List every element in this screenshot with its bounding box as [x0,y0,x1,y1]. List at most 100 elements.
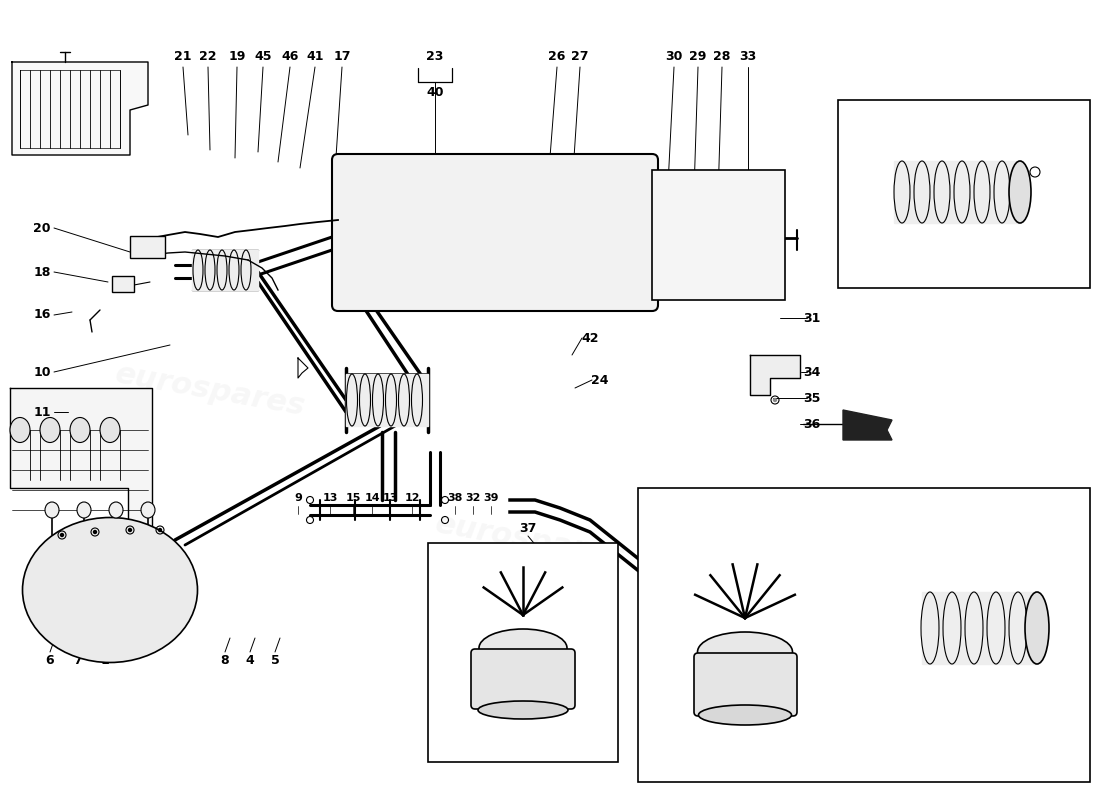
Text: 39: 39 [483,493,498,503]
Text: 45: 45 [254,50,272,63]
Text: 22: 22 [199,50,217,63]
Text: 10: 10 [33,366,51,378]
Text: 16: 16 [33,309,51,322]
Text: 1: 1 [100,654,109,666]
Text: 5: 5 [271,654,279,666]
Text: 32: 32 [465,493,481,503]
Bar [638,488,1090,782]
Bar [130,236,165,258]
Ellipse shape [70,418,90,442]
Text: 26: 26 [548,50,565,63]
Text: 38: 38 [448,493,463,503]
Ellipse shape [22,518,198,662]
Text: 36: 36 [803,418,821,430]
Text: 11: 11 [33,406,51,418]
Text: 5: 5 [724,491,733,505]
Circle shape [158,529,162,531]
Text: 7: 7 [74,654,82,666]
Text: 34: 34 [803,366,821,378]
Text: 4: 4 [698,491,707,505]
Text: CDN M.Y. 2000,2001,2002,2003,2004: CDN M.Y. 2000,2001,2002,2003,2004 [760,757,968,767]
Text: 35: 35 [803,391,821,405]
FancyBboxPatch shape [694,653,798,716]
Ellipse shape [478,629,566,667]
Text: 43: 43 [966,123,983,137]
Text: 1: 1 [506,689,515,702]
Text: 33: 33 [739,50,757,63]
Polygon shape [298,358,308,378]
Text: 17: 17 [333,50,351,63]
Bar [428,543,618,762]
Text: 21: 21 [174,50,191,63]
Circle shape [60,534,64,537]
Text: eurospares: eurospares [112,359,307,421]
Ellipse shape [109,502,123,518]
Text: eurospares: eurospares [432,509,627,571]
Text: 46: 46 [282,50,299,63]
Polygon shape [750,355,800,395]
Polygon shape [843,410,892,440]
Polygon shape [12,62,148,155]
Text: 3: 3 [470,602,478,614]
Circle shape [94,530,97,534]
Text: 44: 44 [939,123,957,137]
Text: 30: 30 [666,50,683,63]
Text: 23: 23 [427,50,443,63]
Text: 20: 20 [33,222,51,234]
Text: 28: 28 [713,50,730,63]
Text: 31: 31 [803,311,821,325]
Text: 24: 24 [592,374,608,386]
Text: Valid till engine Nr. 62657: Valid till engine Nr. 62657 [451,747,595,757]
Text: 4: 4 [245,654,254,666]
Text: 25: 25 [519,542,537,554]
Text: 13: 13 [383,493,398,503]
FancyBboxPatch shape [332,154,658,311]
Ellipse shape [100,418,120,442]
Ellipse shape [1025,592,1049,664]
Text: 40: 40 [427,86,443,98]
Text: Valid for not catalyzed cars: Valid for not catalyzed cars [888,265,1040,275]
Polygon shape [192,250,258,290]
Ellipse shape [1009,161,1031,223]
Text: 9: 9 [294,493,301,503]
Text: 19: 19 [229,50,245,63]
Text: 41: 41 [306,50,323,63]
Polygon shape [10,388,152,535]
Ellipse shape [45,502,59,518]
Text: 29: 29 [690,50,706,63]
Ellipse shape [478,701,568,719]
FancyBboxPatch shape [471,649,575,709]
Text: 37: 37 [519,522,537,534]
Ellipse shape [141,502,155,518]
Text: 6: 6 [46,654,54,666]
Text: 8: 8 [221,654,229,666]
Circle shape [129,529,132,531]
Bar [112,276,134,292]
Text: Vale fino al motore Nr. 62657: Vale fino al motore Nr. 62657 [431,733,615,743]
Bar [652,170,785,300]
Text: 11: 11 [829,491,847,505]
Text: 13: 13 [322,493,338,503]
Text: 18: 18 [33,266,51,278]
Text: USA M.Y. 2000,2001,2002,2003,2004: USA M.Y. 2000,2001,2002,2003,2004 [749,743,979,753]
Text: 14: 14 [364,493,380,503]
Text: 12: 12 [405,493,420,503]
Text: Vale per vetture non catalizzate: Vale per vetture non catalizzate [864,250,1064,260]
Circle shape [773,398,777,402]
Text: eurospares: eurospares [723,599,917,661]
Text: 2: 2 [559,602,568,614]
Text: 15: 15 [345,493,361,503]
Text: 27: 27 [571,50,588,63]
Ellipse shape [40,418,60,442]
Ellipse shape [697,632,792,672]
Ellipse shape [77,502,91,518]
Polygon shape [346,374,428,426]
Text: 42: 42 [581,331,598,345]
Polygon shape [922,592,1037,664]
Text: 9: 9 [783,491,792,505]
Ellipse shape [698,705,792,725]
Bar [838,100,1090,288]
Polygon shape [894,161,1020,223]
Text: 1: 1 [668,491,676,505]
Ellipse shape [10,418,30,442]
